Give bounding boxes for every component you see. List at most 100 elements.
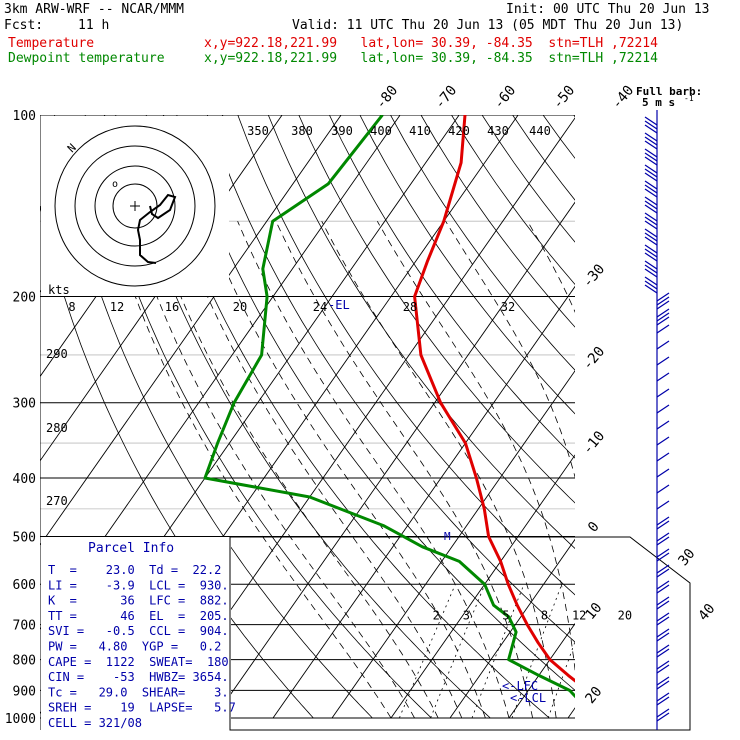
wind-barb xyxy=(644,220,658,230)
isotherm-label: -70 xyxy=(432,83,461,113)
parcel-box-background xyxy=(41,537,231,730)
wind-barb xyxy=(656,616,670,626)
parcel-info-line: K = 36 LFC = 882. xyxy=(48,594,229,608)
temperature-legend: Temperature xyxy=(8,36,95,51)
hodograph-ring-label: 24 xyxy=(313,300,327,314)
isotherm-label: 0 xyxy=(585,519,603,536)
hodograph-ring-label: 20 xyxy=(233,300,247,314)
valid-time: Valid: 11 UTC Thu 20 Jun 13 (05 MDT Thu … xyxy=(292,18,684,33)
wind-barb xyxy=(656,372,670,382)
mixing-ratio-line xyxy=(511,584,563,719)
wind-barb xyxy=(656,584,670,594)
wind-barb xyxy=(656,300,670,310)
barb-title: Full barb: xyxy=(636,85,702,98)
sounding-profiles xyxy=(203,115,575,699)
pressure-tick-400: 400 xyxy=(13,472,36,487)
dry-adiabat xyxy=(635,115,740,718)
dewpoint-profile xyxy=(203,115,575,699)
hodograph-trace xyxy=(136,193,177,264)
wind-barb xyxy=(644,156,658,166)
isotherm xyxy=(449,538,575,719)
theta-e-label: 350 xyxy=(247,124,269,138)
pressure-tick-800: 800 xyxy=(13,654,36,669)
wind-barbs: Full barb:5 m s -1 xyxy=(636,85,702,730)
isotherm-label: -20 xyxy=(580,344,609,374)
wind-barb xyxy=(656,644,670,654)
hodograph-ring-label: 12 xyxy=(110,300,124,314)
dry-adiabat xyxy=(359,115,575,415)
wind-barb xyxy=(644,228,658,238)
theta-label: 290 xyxy=(46,347,68,361)
isotherm xyxy=(567,707,575,719)
dry-adiabat xyxy=(420,115,575,328)
dry-adiabat xyxy=(145,115,550,719)
mixing-ratio-label: 5 xyxy=(502,609,509,623)
isotherm-label: 40 xyxy=(695,601,718,624)
moist-adiabat xyxy=(321,221,557,719)
wind-barb xyxy=(656,612,670,622)
wind-barb xyxy=(644,152,658,162)
isotherm xyxy=(213,201,575,719)
theta-label: 280 xyxy=(46,421,68,435)
dry-adiabat xyxy=(267,115,575,550)
wind-barb xyxy=(656,356,670,366)
hodograph-ring-label: 32 xyxy=(501,300,515,314)
pressure-tick-100: 100 xyxy=(13,109,36,124)
lcl-marker: <-LCL xyxy=(510,691,546,705)
theta-e-label: 430 xyxy=(487,124,509,138)
mixing-ratio-label: 8 xyxy=(541,609,548,623)
wind-barb xyxy=(656,520,670,530)
wind-barb xyxy=(656,676,670,686)
dry-adiabat xyxy=(54,115,373,719)
mixing-ratio-line xyxy=(399,584,456,719)
dry-adiabat xyxy=(115,115,491,719)
wind-barb xyxy=(644,236,658,246)
dry-adiabat xyxy=(206,115,575,643)
wind-barb xyxy=(644,184,658,194)
wind-barb xyxy=(656,296,670,306)
hodograph-axis-label: o xyxy=(112,179,118,190)
wind-barb xyxy=(644,284,658,294)
wind-barb xyxy=(644,204,658,214)
theta-label: 270 xyxy=(46,494,68,508)
isotherm-label: -60 xyxy=(491,83,520,113)
moist-adiabat xyxy=(110,221,392,719)
isotherm-label: 30 xyxy=(675,546,698,569)
lfc-marker: <-LFC xyxy=(502,679,538,693)
parcel-info-line: SREH = 19 LAPSE= 5.7 xyxy=(48,701,236,715)
wind-barb xyxy=(656,580,670,590)
wind-barb xyxy=(656,468,670,478)
dewpoint-location: x,y=922.18,221.99 lat,lon= 30.39, -84.35… xyxy=(204,51,658,66)
hodograph-ring xyxy=(94,165,176,247)
mixing-ratio-label: 3 xyxy=(463,609,470,623)
isotherm xyxy=(331,370,575,719)
isotherm xyxy=(686,115,740,718)
wind-barb xyxy=(656,292,670,302)
wind-barb xyxy=(656,664,670,674)
isotherm-label: -50 xyxy=(550,83,579,113)
hodograph-ring xyxy=(54,125,216,287)
pressure-tick-200: 200 xyxy=(13,291,36,306)
wind-barb xyxy=(656,696,670,706)
wind-barb xyxy=(656,388,670,398)
parcel-title: Parcel Info xyxy=(88,541,174,556)
wind-barb xyxy=(656,324,670,334)
parcel-info-line: CELL = 321/08 xyxy=(48,716,142,730)
parcel-info-line: TT = 46 EL = 205. xyxy=(48,609,229,623)
pressure-tick-600: 600 xyxy=(13,578,36,593)
wind-barb xyxy=(644,124,658,134)
wind-barb xyxy=(656,632,670,642)
wind-barb xyxy=(644,120,658,130)
mixing-ratio-label: 12 xyxy=(572,609,586,623)
wind-barb xyxy=(644,168,658,178)
moist-adiabat xyxy=(237,221,510,719)
parcel-info-line: PW = 4.80 YGP = 0.2 xyxy=(48,640,221,654)
dry-adiabat xyxy=(512,115,575,201)
hodograph-ring xyxy=(74,145,196,267)
hodograph-unit: kts xyxy=(48,283,70,297)
wind-barb xyxy=(644,276,658,286)
parcel-info-line: Tc = 29.0 SHEAR= 3. xyxy=(48,685,229,699)
wind-barb xyxy=(644,140,658,150)
hodograph-ring-label: 28 xyxy=(403,300,417,314)
isotherm xyxy=(390,454,575,719)
